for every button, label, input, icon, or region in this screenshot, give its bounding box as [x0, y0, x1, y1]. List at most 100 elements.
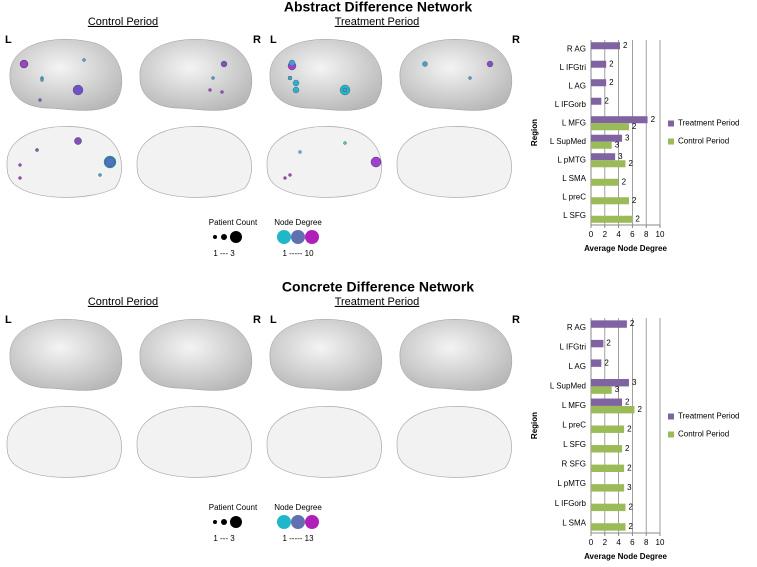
bar-label: 3: [618, 152, 623, 161]
bar-label: 3: [632, 378, 637, 387]
panel-title: Concrete Difference Network: [282, 279, 474, 295]
legend-swatch: [668, 431, 674, 438]
legend-color: [291, 515, 305, 529]
bar: [591, 215, 633, 223]
brain-medial: [266, 126, 382, 198]
node: [104, 156, 116, 168]
brain-lateral: [399, 319, 513, 391]
bar-label: 2: [604, 96, 609, 105]
node: [208, 88, 212, 92]
bar: [591, 445, 623, 453]
node: [18, 176, 22, 180]
node: [342, 87, 348, 93]
brain-medial: [136, 126, 252, 198]
bar: [591, 359, 602, 367]
node: [288, 59, 296, 67]
legend-label: Treatment Period: [678, 412, 740, 421]
node: [343, 141, 347, 145]
y-axis-label: Region: [530, 119, 539, 146]
legend-size: [221, 519, 227, 525]
y-tick-label: L SMA: [562, 518, 586, 527]
x-tick-label: 10: [656, 230, 665, 239]
bar: [591, 178, 619, 186]
brain-lateral: [139, 39, 253, 111]
bar-label: 3: [615, 385, 620, 394]
node: [18, 163, 22, 167]
legend-label: Control Period: [678, 430, 729, 439]
y-tick-label: L IFGtri: [560, 342, 587, 351]
node: [283, 176, 287, 180]
period-label: Control Period: [88, 296, 158, 308]
brain-lateral: [269, 319, 383, 391]
period-label: Control Period: [88, 16, 158, 28]
node: [74, 137, 82, 145]
bar: [591, 320, 627, 328]
bar-label: 3: [615, 140, 620, 149]
y-tick-label: L IFGtri: [560, 63, 587, 72]
legend-swatch: [668, 413, 674, 420]
legend-size: [213, 520, 217, 524]
node: [72, 84, 84, 96]
y-tick-label: L SMA: [562, 174, 586, 183]
y-tick-label: L preC: [562, 192, 586, 201]
legend-label: Treatment Period: [678, 119, 740, 128]
hemisphere-label: L: [270, 34, 277, 46]
legend-swatch: [668, 120, 674, 127]
x-axis-label: Average Node Degree: [584, 244, 667, 253]
node: [35, 148, 39, 152]
y-tick-label: L IFGorb: [555, 499, 587, 508]
legend-label: Control Period: [678, 137, 729, 146]
brain-medial: [266, 406, 382, 478]
bar: [591, 425, 625, 433]
y-tick-label: R AG: [567, 323, 586, 332]
hemisphere-label: R: [253, 314, 261, 326]
node: [38, 98, 42, 102]
x-tick-label: 4: [616, 230, 621, 239]
bar-label: 2: [609, 78, 614, 87]
node: [40, 78, 44, 82]
y-tick-label: L AG: [569, 81, 587, 90]
brain-lateral: [9, 319, 123, 391]
bar-label: 2: [604, 358, 609, 367]
brain-lateral: [269, 39, 383, 111]
x-tick-label: 8: [644, 538, 649, 547]
x-tick-label: 4: [616, 538, 621, 547]
x-tick-label: 2: [603, 230, 608, 239]
bar: [591, 134, 623, 142]
bar: [591, 405, 635, 414]
bar-label: 2: [606, 339, 611, 348]
bar: [591, 123, 629, 131]
bar-label: 2: [625, 444, 630, 453]
node: [287, 75, 293, 81]
x-tick-label: 6: [630, 538, 635, 547]
bar: [591, 386, 612, 394]
hemisphere-label: R: [512, 34, 520, 46]
bar: [591, 79, 607, 87]
y-tick-label: L pMTG: [557, 479, 586, 488]
bar-label: 2: [637, 405, 642, 414]
legend-range: 1 --- 3: [213, 249, 235, 258]
y-tick-label: L AG: [569, 362, 587, 371]
y-tick-label: L SFG: [563, 211, 586, 220]
node: [468, 76, 472, 80]
bar: [591, 116, 648, 124]
bar: [591, 378, 629, 387]
hemisphere-label: R: [253, 34, 261, 46]
node: [82, 58, 86, 62]
brain-medial: [136, 406, 252, 478]
legend-size: [230, 231, 242, 243]
bar-label: 2: [625, 397, 630, 406]
hemisphere-label: L: [270, 314, 277, 326]
panel-title: Abstract Difference Network: [284, 0, 472, 15]
node: [486, 60, 494, 68]
bar-label: 2: [622, 177, 627, 186]
bar: [591, 339, 604, 348]
bar: [591, 160, 626, 168]
legend-color: [277, 230, 291, 244]
y-tick-label: R AG: [567, 44, 586, 53]
node: [298, 150, 302, 154]
brain-lateral: [9, 39, 123, 111]
x-tick-label: 0: [589, 538, 594, 547]
bar-label: 2: [651, 115, 656, 124]
